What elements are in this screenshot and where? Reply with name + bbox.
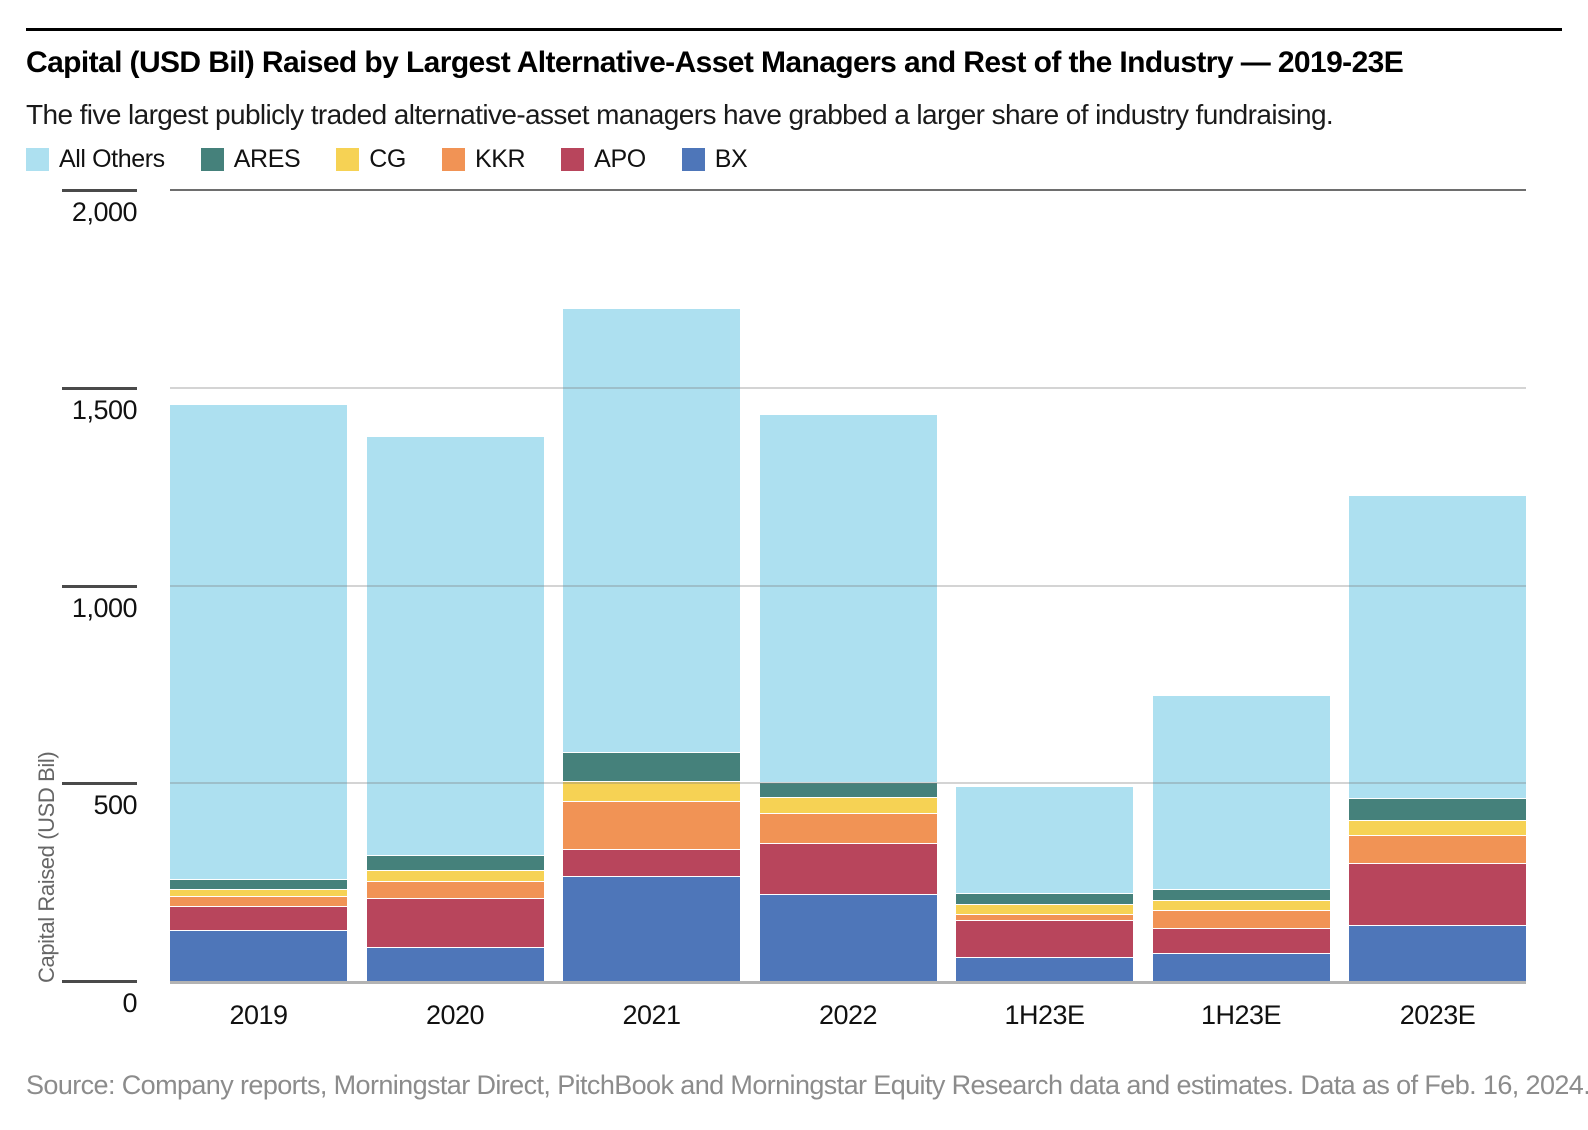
bar-4-2022-segment-ares bbox=[759, 782, 937, 798]
x-tick-label-1-2019: 2019 bbox=[229, 1000, 288, 1030]
legend-item-cg: CG bbox=[336, 145, 406, 174]
bar-4-2022-segment-all-others bbox=[759, 413, 937, 783]
bar-5-1h23e-segment-bx bbox=[956, 956, 1133, 981]
bar-7-2023e-segment-cg bbox=[1349, 820, 1526, 836]
bar-6-1h23e bbox=[1152, 694, 1330, 981]
legend-item-bx: BX bbox=[681, 145, 748, 174]
bar-6-1h23e-segment-apo bbox=[1152, 928, 1330, 954]
bar-1-2019-segment-bx bbox=[170, 930, 347, 981]
bar-1-2019-segment-kkr bbox=[170, 896, 347, 907]
y-tick-label-1000: 1,000 bbox=[71, 592, 138, 623]
bar-2-2020-segment-cg bbox=[366, 870, 544, 881]
y-tick-1000 bbox=[62, 584, 137, 588]
legend-swatch-ares bbox=[200, 148, 224, 171]
bar-3-2021-segment-ares bbox=[563, 751, 740, 782]
bar-4-2022-segment-apo bbox=[759, 843, 937, 894]
bar-7-2023e-segment-kkr bbox=[1349, 835, 1526, 864]
bar-4-2022-segment-bx bbox=[759, 894, 937, 981]
bar-5-1h23e-segment-ares bbox=[956, 892, 1133, 905]
bar-5-1h23e-segment-all-others bbox=[956, 786, 1133, 893]
bar-1-2019-segment-apo bbox=[170, 906, 347, 931]
y-tick-0 bbox=[62, 980, 137, 983]
legend-item-ares: ARES bbox=[200, 145, 301, 174]
legend-swatch-all-others bbox=[26, 148, 49, 171]
bar-3-2021-segment-cg bbox=[563, 781, 740, 801]
legend-swatch-kkr bbox=[441, 148, 465, 171]
y-gridline-500 bbox=[170, 782, 1526, 785]
bar-1-2019 bbox=[170, 404, 347, 981]
bar-5-1h23e-segment-cg bbox=[956, 904, 1133, 914]
x-tick-label-3-2021: 2021 bbox=[622, 1000, 681, 1030]
y-tick-label-2000: 2,000 bbox=[71, 197, 138, 227]
legend: All Others ARES CG KKR APO BX bbox=[26, 145, 748, 174]
x-tick-label-7-2023e: 2023E bbox=[1399, 1000, 1476, 1030]
bar-3-2021-segment-all-others bbox=[563, 307, 740, 752]
y-axis-title: Capital Raised (USD Bil) bbox=[34, 751, 59, 983]
bar-5-1h23e bbox=[956, 786, 1133, 981]
legend-label-bx: BX bbox=[714, 145, 748, 173]
bar-5-1h23e-segment-kkr bbox=[956, 913, 1133, 921]
bar-3-2021-segment-bx bbox=[563, 876, 740, 981]
x-tick-label-4-2022: 2022 bbox=[818, 1000, 878, 1030]
legend-item-kkr: KKR bbox=[441, 145, 526, 174]
bar-5-1h23e-segment-apo bbox=[956, 920, 1133, 957]
x-tick-label-2-2020: 2020 bbox=[425, 1000, 485, 1030]
bar-1-2019-segment-ares bbox=[170, 879, 347, 889]
bar-6-1h23e-segment-bx bbox=[1152, 953, 1330, 981]
chart-title: Capital (USD Bil) Raised by Largest Alte… bbox=[26, 46, 1404, 79]
legend-swatch-bx bbox=[681, 148, 705, 171]
x-axis-labels: 2019 2020 2021 2022 1H23E 1H23E 2023E bbox=[170, 1000, 1526, 1031]
header-rule bbox=[26, 28, 1562, 31]
legend-item-all-others: All Others bbox=[26, 145, 165, 174]
y-gridline-1500 bbox=[170, 386, 1526, 389]
y-tick-label-500: 500 bbox=[93, 790, 137, 821]
legend-label-cg: CG bbox=[369, 145, 406, 173]
bar-2-2020-segment-ares bbox=[366, 855, 544, 871]
bar-7-2023e-segment-all-others bbox=[1349, 494, 1526, 798]
legend-item-apo: APO bbox=[561, 145, 646, 174]
bar-2-2020-segment-apo bbox=[366, 898, 544, 947]
bar-3-2021 bbox=[563, 307, 740, 981]
bar-6-1h23e-segment-kkr bbox=[1152, 909, 1330, 929]
bar-3-2021-segment-kkr bbox=[563, 800, 740, 849]
bars-area bbox=[170, 190, 1526, 981]
legend-label-all-others: All Others bbox=[59, 145, 165, 173]
chart-subtitle: The five largest publicly traded alterna… bbox=[26, 99, 1334, 130]
legend-swatch-apo bbox=[561, 148, 585, 171]
legend-label-apo: APO bbox=[594, 145, 646, 173]
bar-4-2022 bbox=[759, 413, 937, 981]
x-tick-label-6-1h23e: 1H23E bbox=[1200, 1000, 1282, 1030]
bar-2-2020 bbox=[366, 435, 544, 981]
y-tick-500 bbox=[62, 782, 137, 786]
bar-7-2023e-segment-apo bbox=[1349, 863, 1526, 926]
legend-label-kkr: KKR bbox=[474, 145, 526, 173]
y-tick-label-1500: 1,500 bbox=[71, 394, 138, 425]
y-gridline-2000 bbox=[170, 189, 1526, 191]
legend-label-ares: ARES bbox=[233, 145, 301, 173]
bar-7-2023e-segment-bx bbox=[1349, 925, 1526, 981]
y-gridline-1000 bbox=[170, 584, 1526, 587]
bar-1-2019-segment-all-others bbox=[170, 404, 347, 880]
bar-6-1h23e-segment-ares bbox=[1152, 889, 1330, 901]
source-note: Source: Company reports, Morningstar Dir… bbox=[26, 1070, 1588, 1100]
bar-6-1h23e-segment-cg bbox=[1152, 900, 1330, 910]
x-axis-line bbox=[170, 981, 1526, 984]
y-tick-label-0: 0 bbox=[122, 988, 137, 1018]
bar-4-2022-segment-cg bbox=[759, 797, 937, 813]
bar-3-2021-segment-apo bbox=[563, 848, 740, 877]
bar-6-1h23e-segment-all-others bbox=[1152, 694, 1330, 890]
bar-7-2023e bbox=[1349, 494, 1526, 981]
y-tick-2000 bbox=[62, 189, 137, 192]
legend-swatch-cg bbox=[336, 148, 360, 171]
bar-7-2023e-segment-ares bbox=[1349, 797, 1526, 821]
bar-2-2020-segment-all-others bbox=[366, 435, 544, 856]
x-tick-label-5-1h23e: 1H23E bbox=[1004, 1000, 1085, 1030]
bar-1-2019-segment-cg bbox=[170, 888, 347, 897]
bar-2-2020-segment-bx bbox=[366, 946, 544, 981]
bar-4-2022-segment-kkr bbox=[759, 812, 937, 843]
y-tick-1500 bbox=[62, 386, 137, 390]
bar-2-2020-segment-kkr bbox=[366, 880, 544, 899]
